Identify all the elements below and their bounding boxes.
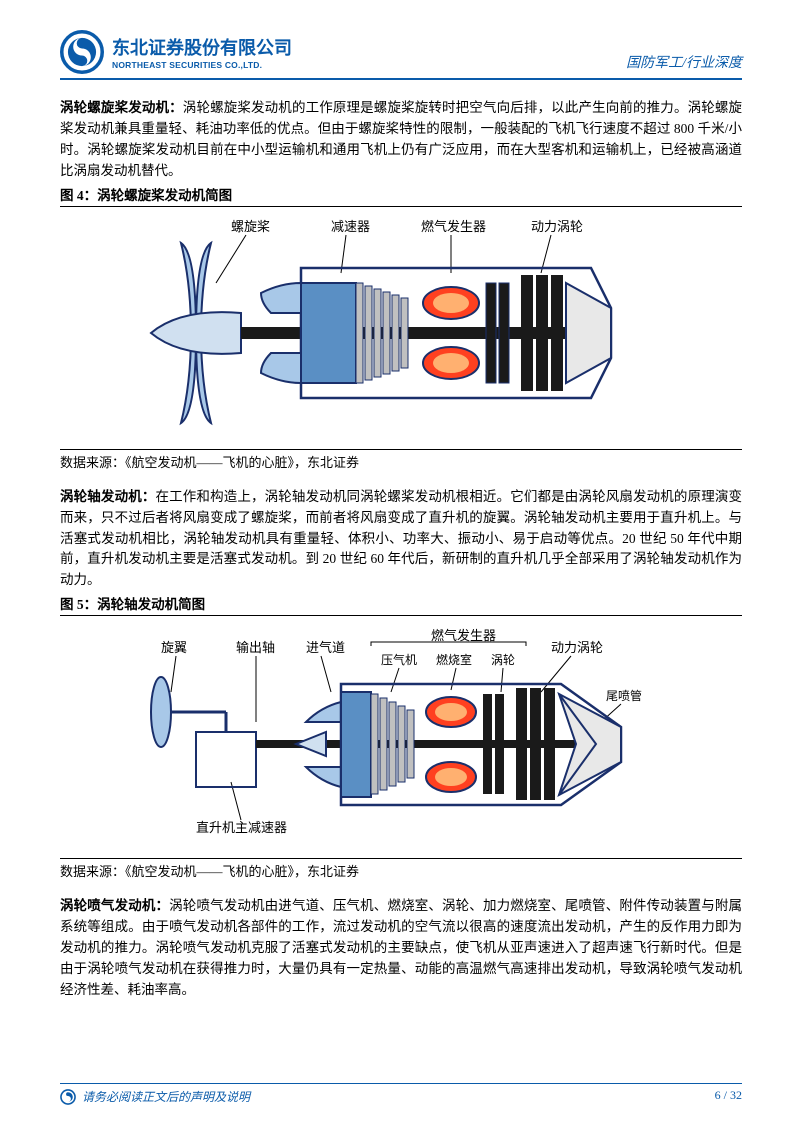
figure5-title: 图 5：涡轮轴发动机简图 xyxy=(60,593,742,616)
svg-text:动力涡轮: 动力涡轮 xyxy=(551,640,603,655)
svg-text:涡轮: 涡轮 xyxy=(491,653,515,667)
figure5-container: 旋翼 输出轴 进气道 燃气发生器 压气机 燃烧室 涡轮 动力涡轮 尾喷管 直升机… xyxy=(60,616,742,858)
svg-text:输出轴: 输出轴 xyxy=(236,640,275,655)
figure4-title: 图 4：涡轮螺旋桨发动机简图 xyxy=(60,184,742,207)
figure5-diagram: 旋翼 输出轴 进气道 燃气发生器 压气机 燃烧室 涡轮 动力涡轮 尾喷管 直升机… xyxy=(121,622,681,852)
page-number: 6 / 32 xyxy=(715,1088,742,1105)
company-name-en: NORTHEAST SECURITIES CO.,LTD. xyxy=(112,60,292,70)
footer-logo-icon xyxy=(60,1089,76,1105)
document-category: 国防军工/行业深度 xyxy=(626,52,742,74)
svg-text:动力涡轮: 动力涡轮 xyxy=(531,219,583,234)
fig4-label-propeller: 螺旋桨 xyxy=(231,219,270,234)
section-lead: 涡轮轴发动机： xyxy=(60,489,156,504)
svg-text:燃烧室: 燃烧室 xyxy=(436,652,472,667)
svg-text:燃气发生器: 燃气发生器 xyxy=(431,628,496,643)
footer-disclaimer: 请务必阅读正文后的声明及说明 xyxy=(82,1088,250,1105)
section-lead: 涡轮螺旋桨发动机： xyxy=(60,100,183,115)
figure4-diagram: 螺旋桨 减速器 燃气发生器 动力涡轮 xyxy=(121,213,681,443)
section-turboprop: 涡轮螺旋桨发动机：涡轮螺旋桨发动机的工作原理是螺旋桨旋转时把空气向后排，以此产生… xyxy=(60,98,742,182)
figure5-caption: 数据来源：《航空发动机——飞机的心脏》，东北证券 xyxy=(60,858,742,880)
svg-text:直升机主减速器: 直升机主减速器 xyxy=(196,820,287,835)
section-turbojet: 涡轮喷气发动机：涡轮喷气发动机由进气道、压气机、燃烧室、涡轮、加力燃烧室、尾喷管… xyxy=(60,896,742,1001)
company-logo-icon xyxy=(60,30,104,74)
svg-text:进气道: 进气道 xyxy=(306,640,345,655)
svg-text:尾喷管: 尾喷管 xyxy=(606,688,642,703)
company-logo-block: 东北证券股份有限公司 NORTHEAST SECURITIES CO.,LTD. xyxy=(60,30,292,74)
company-name-cn: 东北证券股份有限公司 xyxy=(112,34,292,60)
figure4-caption: 数据来源：《航空发动机——飞机的心脏》，东北证券 xyxy=(60,449,742,471)
svg-text:减速器: 减速器 xyxy=(331,219,370,234)
svg-text:燃气发生器: 燃气发生器 xyxy=(421,219,486,234)
page-footer: 请务必阅读正文后的声明及说明 6 / 32 xyxy=(60,1083,742,1105)
section-lead: 涡轮喷气发动机： xyxy=(60,898,169,913)
page-header: 东北证券股份有限公司 NORTHEAST SECURITIES CO.,LTD.… xyxy=(60,30,742,80)
svg-text:旋翼: 旋翼 xyxy=(161,640,187,655)
section-turboshaft: 涡轮轴发动机：在工作和构造上，涡轮轴发动机同涡轮螺桨发动机根相近。它们都是由涡轮… xyxy=(60,487,742,592)
figure4-container: 螺旋桨 减速器 燃气发生器 动力涡轮 xyxy=(60,207,742,449)
section-body: 在工作和构造上，涡轮轴发动机同涡轮螺桨发动机根相近。它们都是由涡轮风扇发动机的原… xyxy=(60,489,742,588)
svg-text:压气机: 压气机 xyxy=(381,652,417,667)
